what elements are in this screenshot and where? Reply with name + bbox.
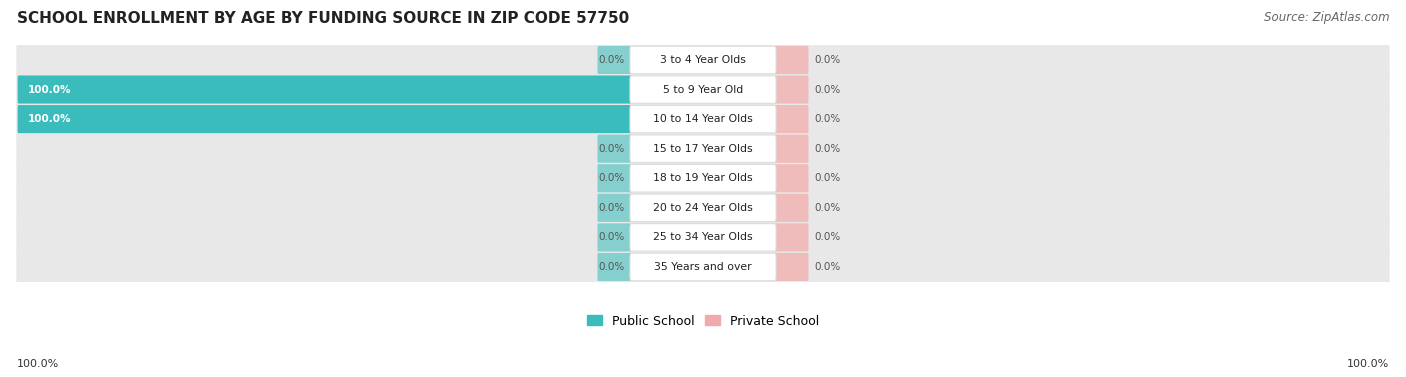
Legend: Public School, Private School: Public School, Private School xyxy=(588,314,818,328)
Text: 5 to 9 Year Old: 5 to 9 Year Old xyxy=(662,84,744,95)
FancyBboxPatch shape xyxy=(775,164,808,192)
Text: 0.0%: 0.0% xyxy=(814,262,841,272)
Text: 100.0%: 100.0% xyxy=(28,114,72,124)
Text: 35 Years and over: 35 Years and over xyxy=(654,262,752,272)
FancyBboxPatch shape xyxy=(598,135,631,163)
FancyBboxPatch shape xyxy=(18,75,631,104)
FancyBboxPatch shape xyxy=(598,253,631,281)
FancyBboxPatch shape xyxy=(598,164,631,192)
FancyBboxPatch shape xyxy=(775,105,808,133)
FancyBboxPatch shape xyxy=(17,188,1389,228)
Text: 0.0%: 0.0% xyxy=(814,114,841,124)
FancyBboxPatch shape xyxy=(17,158,1389,198)
FancyBboxPatch shape xyxy=(630,164,776,192)
FancyBboxPatch shape xyxy=(17,218,1389,257)
Text: 0.0%: 0.0% xyxy=(814,84,841,95)
FancyBboxPatch shape xyxy=(630,253,776,281)
FancyBboxPatch shape xyxy=(17,70,1389,109)
Text: 100.0%: 100.0% xyxy=(1347,359,1389,369)
Text: 0.0%: 0.0% xyxy=(814,55,841,65)
FancyBboxPatch shape xyxy=(598,223,631,251)
FancyBboxPatch shape xyxy=(775,253,808,281)
FancyBboxPatch shape xyxy=(630,224,776,251)
Text: 15 to 17 Year Olds: 15 to 17 Year Olds xyxy=(654,144,752,154)
Text: 0.0%: 0.0% xyxy=(598,55,624,65)
FancyBboxPatch shape xyxy=(598,194,631,222)
FancyBboxPatch shape xyxy=(775,75,808,104)
FancyBboxPatch shape xyxy=(17,99,1389,139)
Text: 100.0%: 100.0% xyxy=(17,359,59,369)
Text: 0.0%: 0.0% xyxy=(814,144,841,154)
Text: Source: ZipAtlas.com: Source: ZipAtlas.com xyxy=(1264,11,1389,24)
Text: 0.0%: 0.0% xyxy=(814,203,841,213)
Text: 0.0%: 0.0% xyxy=(598,173,624,183)
Text: 0.0%: 0.0% xyxy=(598,232,624,242)
Text: 0.0%: 0.0% xyxy=(814,232,841,242)
FancyBboxPatch shape xyxy=(598,46,631,74)
Text: 0.0%: 0.0% xyxy=(814,173,841,183)
Text: 0.0%: 0.0% xyxy=(598,144,624,154)
FancyBboxPatch shape xyxy=(630,105,776,133)
FancyBboxPatch shape xyxy=(630,46,776,74)
Text: 100.0%: 100.0% xyxy=(28,84,72,95)
Text: 0.0%: 0.0% xyxy=(598,203,624,213)
FancyBboxPatch shape xyxy=(775,223,808,251)
Text: 0.0%: 0.0% xyxy=(598,262,624,272)
FancyBboxPatch shape xyxy=(630,135,776,162)
Text: 10 to 14 Year Olds: 10 to 14 Year Olds xyxy=(654,114,752,124)
Text: 20 to 24 Year Olds: 20 to 24 Year Olds xyxy=(654,203,752,213)
FancyBboxPatch shape xyxy=(18,105,631,133)
Text: 18 to 19 Year Olds: 18 to 19 Year Olds xyxy=(654,173,752,183)
FancyBboxPatch shape xyxy=(630,194,776,222)
FancyBboxPatch shape xyxy=(775,135,808,163)
FancyBboxPatch shape xyxy=(17,247,1389,287)
Text: SCHOOL ENROLLMENT BY AGE BY FUNDING SOURCE IN ZIP CODE 57750: SCHOOL ENROLLMENT BY AGE BY FUNDING SOUR… xyxy=(17,11,628,26)
FancyBboxPatch shape xyxy=(775,194,808,222)
FancyBboxPatch shape xyxy=(630,76,776,103)
Text: 3 to 4 Year Olds: 3 to 4 Year Olds xyxy=(659,55,747,65)
FancyBboxPatch shape xyxy=(775,46,808,74)
Text: 25 to 34 Year Olds: 25 to 34 Year Olds xyxy=(654,232,752,242)
FancyBboxPatch shape xyxy=(17,129,1389,169)
FancyBboxPatch shape xyxy=(17,40,1389,80)
